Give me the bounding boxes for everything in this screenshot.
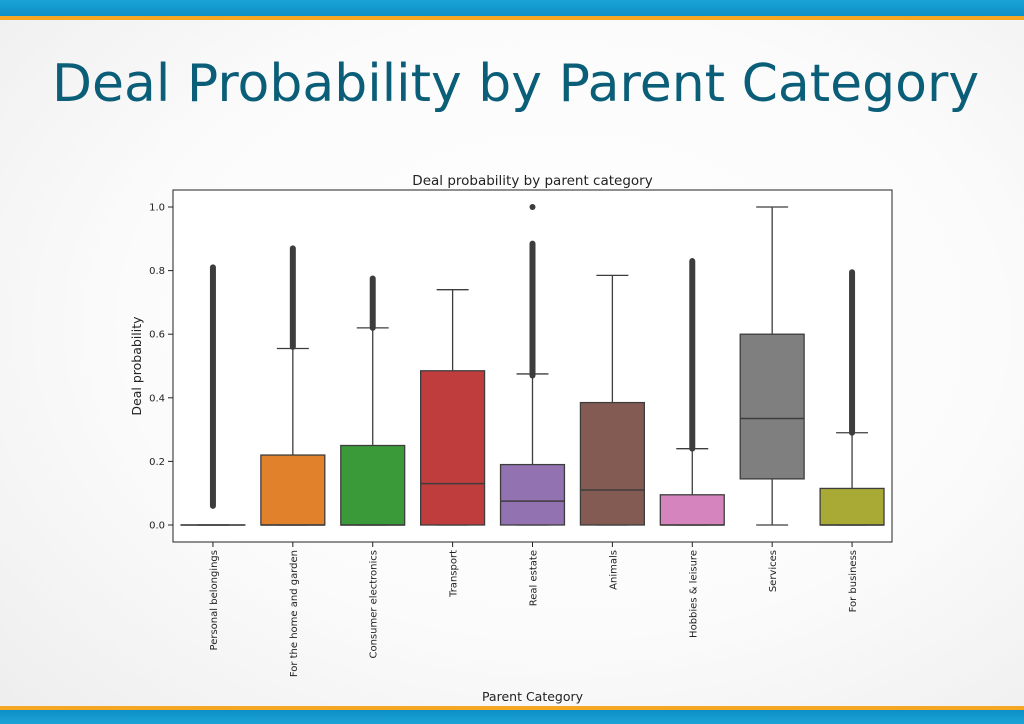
box-3 — [420, 370, 486, 526]
chart-title: Deal probability by parent category — [412, 173, 652, 189]
x-tick-label: For business — [848, 550, 859, 612]
box-1 — [260, 454, 326, 526]
x-tick-label: Services — [768, 550, 779, 592]
x-tick-label: Real estate — [529, 550, 540, 606]
outlier-point — [529, 204, 536, 210]
x-tick-label: Transport — [449, 550, 460, 598]
box-7 — [739, 333, 805, 480]
x-tick-label: Animals — [608, 550, 619, 590]
y-tick-label: 0.2 — [149, 457, 165, 468]
bottom-accent-band — [0, 706, 1024, 724]
y-axis-label: Deal probability — [129, 316, 144, 416]
x-tick-label: Consumer electronics — [369, 550, 380, 659]
top-accent-band — [0, 0, 1024, 22]
x-tick-label: Hobbies & leisure — [688, 550, 699, 638]
box-2 — [340, 444, 406, 526]
box-5 — [579, 401, 645, 526]
y-tick-label: 0.8 — [149, 266, 165, 277]
y-tick-label: 0.6 — [149, 330, 165, 341]
y-tick-label: 1.0 — [149, 203, 165, 214]
y-tick-label: 0.4 — [149, 393, 165, 404]
x-tick-label: Personal belongings — [209, 550, 220, 650]
x-axis-label: Parent Category — [482, 689, 584, 704]
box-8 — [819, 487, 885, 526]
slide-title: Deal Probability by Parent Category — [52, 54, 980, 114]
x-tick-label: For the home and garden — [289, 550, 300, 677]
box-4 — [499, 463, 566, 526]
box-6 — [659, 494, 725, 526]
y-tick-label: 0.0 — [149, 521, 165, 532]
